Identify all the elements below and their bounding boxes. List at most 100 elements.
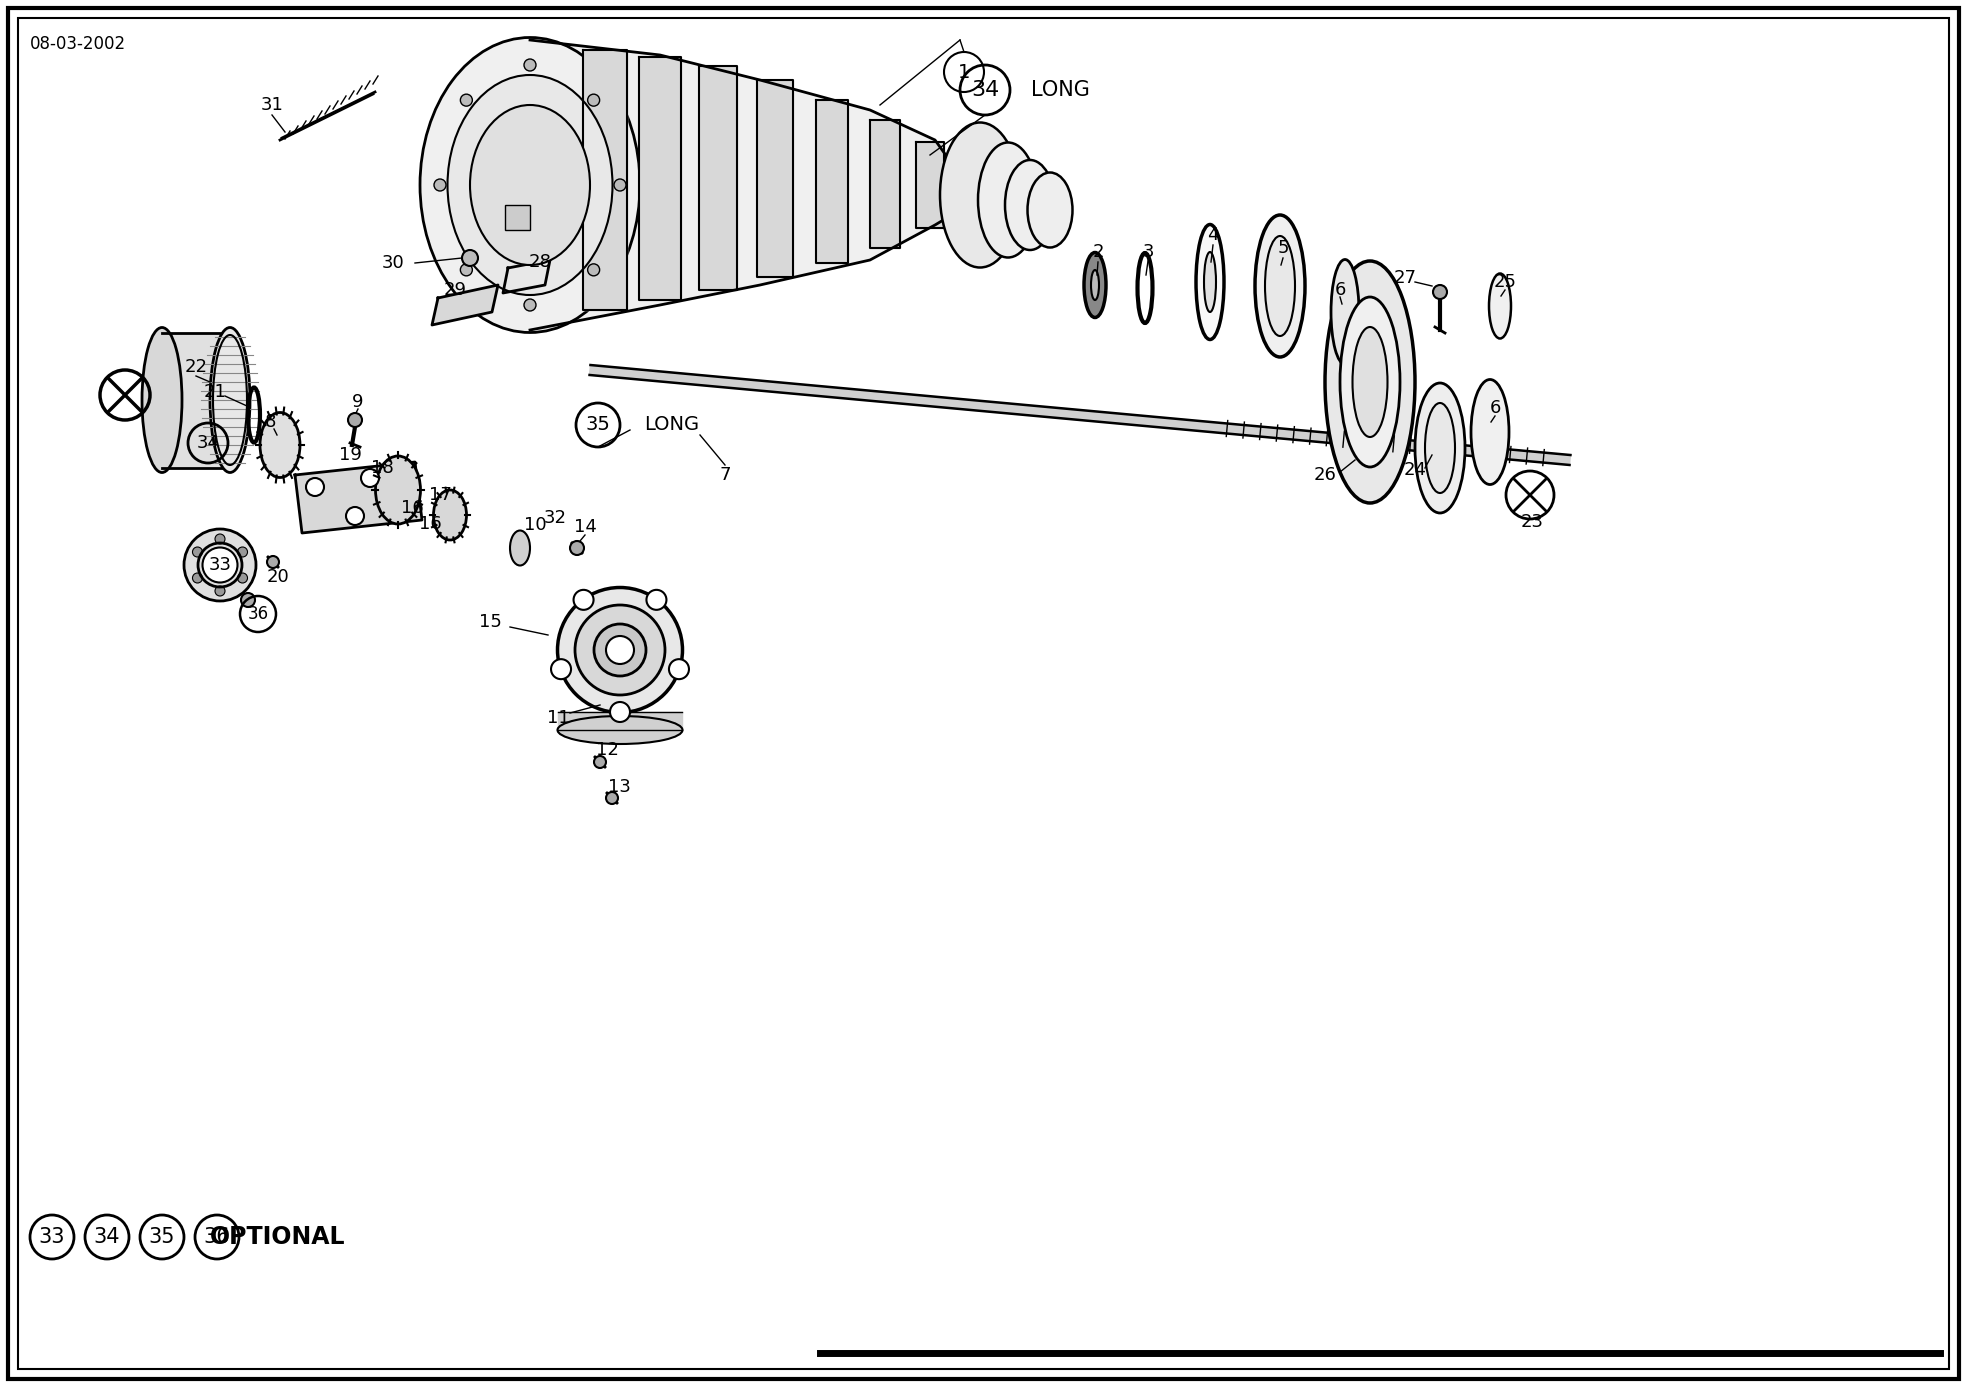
Circle shape: [238, 546, 248, 558]
Ellipse shape: [1489, 273, 1511, 338]
Circle shape: [242, 594, 256, 608]
Text: 33: 33: [39, 1227, 65, 1247]
Circle shape: [606, 792, 618, 804]
Ellipse shape: [203, 548, 238, 583]
Circle shape: [346, 508, 364, 526]
Ellipse shape: [448, 75, 612, 295]
Circle shape: [594, 756, 606, 768]
Ellipse shape: [1326, 261, 1414, 503]
Text: 23: 23: [1520, 513, 1544, 531]
Ellipse shape: [421, 37, 639, 333]
Text: 29: 29: [443, 282, 466, 300]
Text: 35: 35: [586, 416, 610, 434]
Circle shape: [574, 589, 594, 610]
Text: 7: 7: [720, 466, 732, 484]
Polygon shape: [816, 100, 848, 264]
Polygon shape: [757, 80, 793, 277]
Text: 14: 14: [574, 517, 596, 535]
Ellipse shape: [1332, 259, 1359, 365]
Text: 34: 34: [94, 1227, 120, 1247]
Text: 16: 16: [419, 515, 441, 533]
Ellipse shape: [574, 605, 665, 695]
Ellipse shape: [260, 412, 301, 477]
Circle shape: [307, 479, 325, 497]
Ellipse shape: [557, 716, 683, 743]
Text: 35: 35: [149, 1227, 175, 1247]
Circle shape: [523, 60, 535, 71]
Text: 4: 4: [1208, 226, 1220, 244]
Polygon shape: [529, 40, 960, 330]
Circle shape: [610, 702, 629, 723]
Ellipse shape: [1424, 404, 1456, 492]
Ellipse shape: [1471, 380, 1509, 484]
Ellipse shape: [376, 456, 421, 524]
Ellipse shape: [1353, 327, 1387, 437]
Polygon shape: [559, 712, 683, 730]
Text: 22: 22: [185, 358, 207, 376]
Polygon shape: [582, 50, 627, 311]
Text: 6: 6: [1489, 399, 1501, 417]
Ellipse shape: [1092, 270, 1100, 300]
Ellipse shape: [142, 327, 183, 473]
Polygon shape: [504, 259, 551, 293]
Circle shape: [460, 264, 472, 276]
Text: 24: 24: [1404, 460, 1426, 479]
Circle shape: [214, 585, 224, 596]
Ellipse shape: [1027, 172, 1072, 247]
Text: 18: 18: [370, 459, 393, 477]
Polygon shape: [869, 121, 901, 248]
Text: LONG: LONG: [1031, 80, 1090, 100]
Text: LONG: LONG: [645, 416, 700, 434]
Ellipse shape: [509, 530, 529, 566]
Text: 2: 2: [1092, 243, 1103, 261]
Text: 25: 25: [1493, 273, 1517, 291]
Ellipse shape: [940, 122, 1021, 268]
Text: 16: 16: [401, 499, 423, 517]
Ellipse shape: [978, 143, 1039, 258]
Circle shape: [614, 179, 626, 191]
Text: OPTIONAL: OPTIONAL: [210, 1225, 346, 1250]
Text: 30: 30: [382, 254, 405, 272]
Circle shape: [214, 534, 224, 544]
Polygon shape: [639, 57, 681, 300]
Ellipse shape: [470, 105, 590, 265]
Text: 08-03-2002: 08-03-2002: [30, 35, 126, 53]
Text: 20: 20: [268, 569, 289, 585]
Ellipse shape: [433, 490, 466, 540]
Ellipse shape: [1255, 215, 1304, 356]
Circle shape: [1434, 284, 1448, 300]
Polygon shape: [295, 462, 423, 533]
Circle shape: [669, 659, 688, 680]
Text: 13: 13: [608, 778, 631, 796]
Ellipse shape: [185, 528, 256, 601]
Text: 26: 26: [1314, 466, 1336, 484]
Text: 21: 21: [203, 383, 226, 401]
Ellipse shape: [557, 588, 683, 713]
Text: 1: 1: [958, 62, 970, 82]
Text: 19: 19: [338, 447, 362, 465]
Circle shape: [588, 264, 600, 276]
Circle shape: [435, 179, 447, 191]
Ellipse shape: [1414, 383, 1465, 513]
Circle shape: [348, 413, 362, 427]
Ellipse shape: [1005, 160, 1054, 250]
Ellipse shape: [1204, 252, 1216, 312]
Circle shape: [523, 300, 535, 311]
Text: 8: 8: [264, 413, 275, 431]
Polygon shape: [698, 67, 738, 290]
Text: 3: 3: [1143, 243, 1155, 261]
Ellipse shape: [1084, 252, 1105, 318]
Text: 31: 31: [260, 96, 283, 114]
Ellipse shape: [1340, 297, 1401, 467]
Circle shape: [193, 573, 203, 583]
Circle shape: [570, 541, 584, 555]
Circle shape: [268, 556, 279, 569]
Circle shape: [362, 469, 380, 487]
Text: 15: 15: [478, 613, 502, 631]
Ellipse shape: [606, 637, 633, 664]
Circle shape: [551, 659, 570, 680]
Circle shape: [238, 573, 248, 583]
Polygon shape: [917, 141, 944, 227]
Polygon shape: [433, 284, 498, 325]
Text: 27: 27: [1393, 269, 1416, 287]
